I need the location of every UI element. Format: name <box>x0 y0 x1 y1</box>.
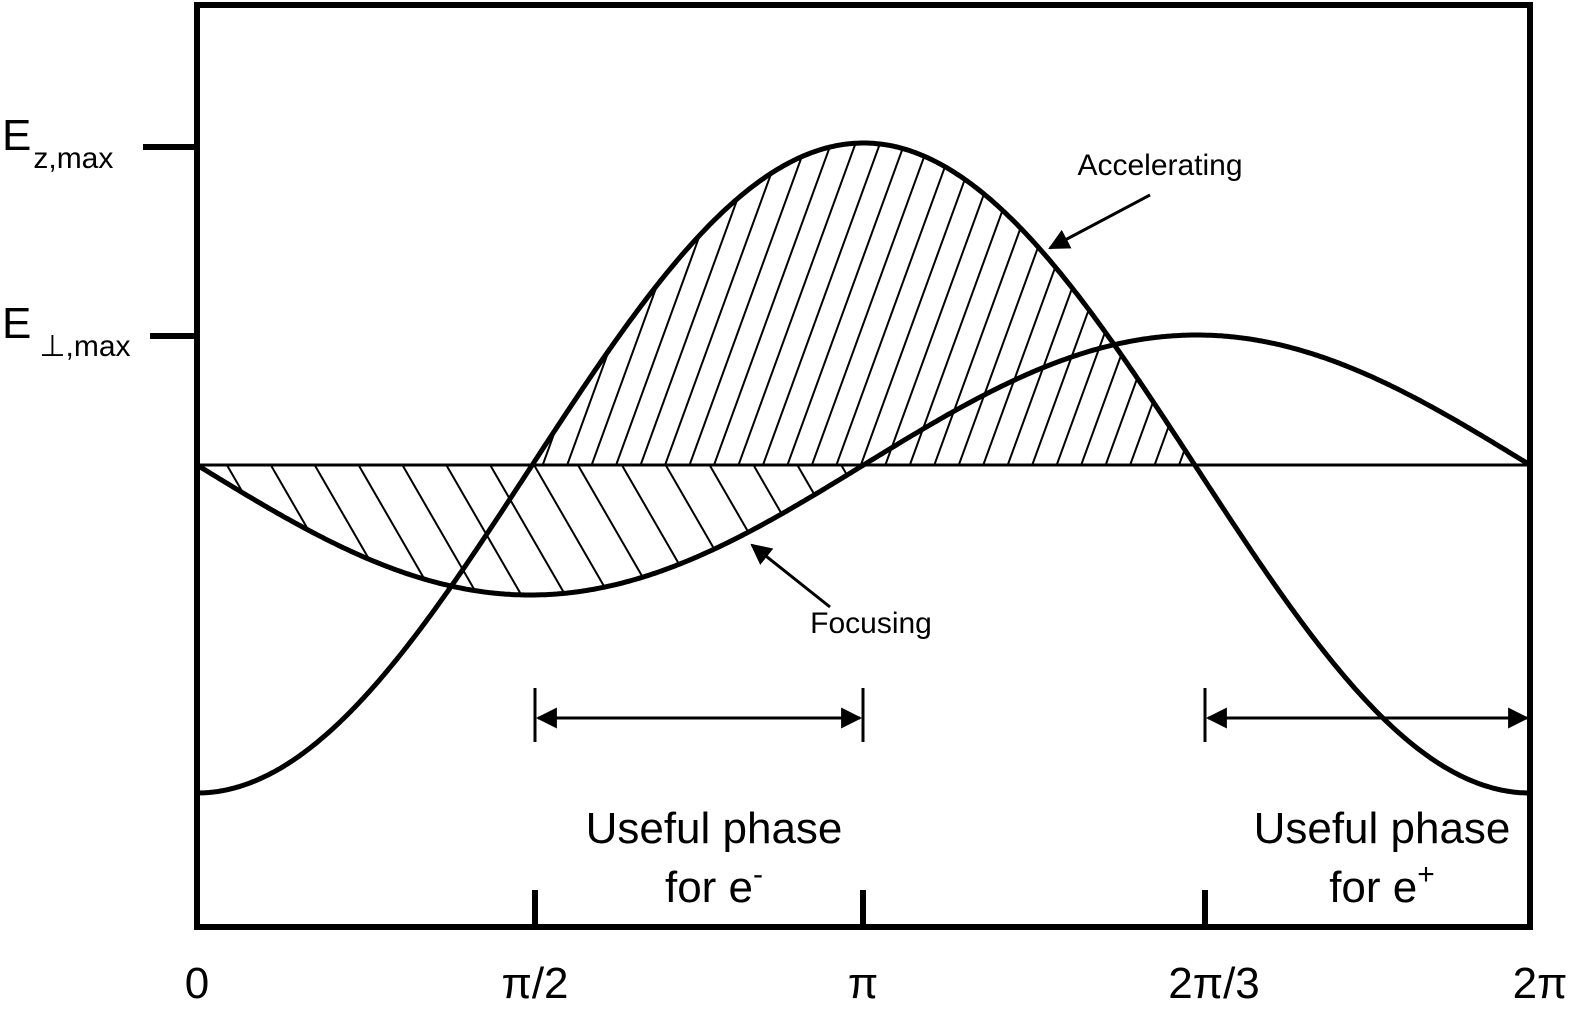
annotation: Accelerating <box>1077 149 1242 182</box>
focusing-hatch <box>197 465 863 595</box>
accelerating-hatch <box>535 143 1205 465</box>
x-label: π <box>848 959 878 1008</box>
ez-curve <box>197 140 1529 796</box>
y-label: Ez,max <box>2 111 113 175</box>
annotation: Focusing <box>810 607 932 640</box>
phase-label: for e- <box>665 858 763 912</box>
phase-label: Useful phase <box>586 804 843 853</box>
phase-label: for e+ <box>1329 858 1435 912</box>
x-label: π/2 <box>501 959 568 1008</box>
y-label: E ⊥,max <box>2 299 131 363</box>
x-label: 0 <box>185 959 209 1008</box>
phase-arrows <box>533 688 1530 742</box>
annotation-arrow <box>1048 193 1151 250</box>
eperp-curve <box>195 332 1531 598</box>
bottom-ticks <box>532 890 1208 927</box>
annotation-arrow <box>750 543 831 609</box>
x-label: 2π <box>1513 959 1568 1008</box>
x-label: 2π/3 <box>1168 959 1260 1008</box>
phase-label: Useful phase <box>1254 804 1511 853</box>
